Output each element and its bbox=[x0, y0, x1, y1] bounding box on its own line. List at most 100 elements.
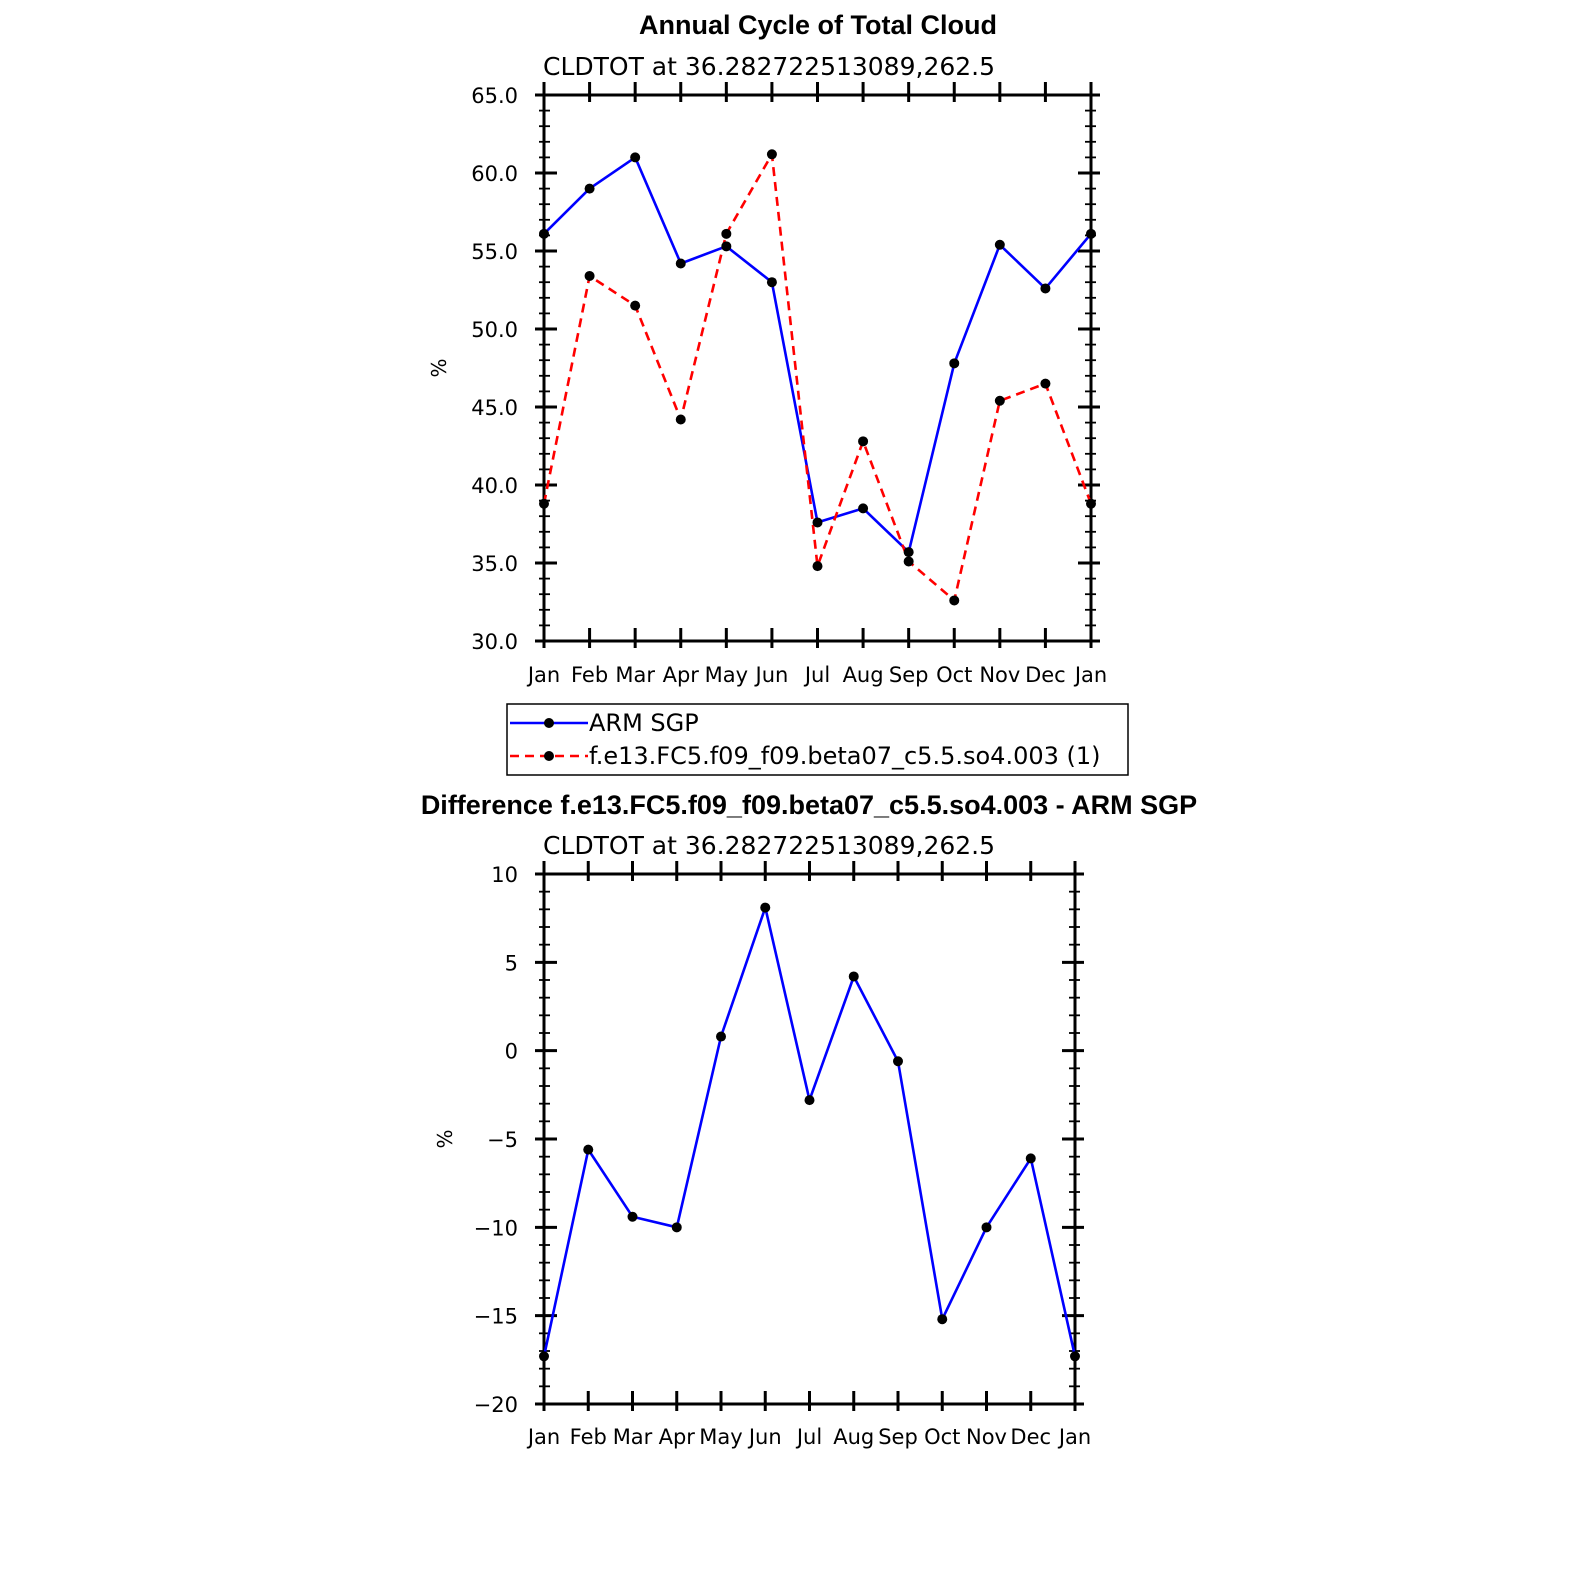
x-tick-labels: Jan Feb Mar Apr May Jun Jul Aug Sep Oct Nov Dec Jan bbox=[526, 663, 1107, 687]
x-tick-label: Mar bbox=[615, 663, 655, 687]
x-tick-label: Nov bbox=[966, 1425, 1007, 1449]
data-point bbox=[812, 561, 823, 572]
x-tick-label: Nov bbox=[979, 663, 1020, 687]
data-point bbox=[1086, 498, 1096, 509]
chart-title: Difference f.e13.FC5.f09_f09.beta07_c5.5… bbox=[421, 790, 1197, 820]
data-point bbox=[949, 358, 960, 369]
data-point bbox=[630, 152, 641, 163]
data-point bbox=[858, 503, 869, 514]
y-tick-label: 65.0 bbox=[471, 84, 518, 108]
y-tick-label: 40.0 bbox=[471, 474, 518, 498]
x-tick-label: Dec bbox=[1010, 1425, 1051, 1449]
x-tick-label: Mar bbox=[613, 1425, 653, 1449]
x-tick-label: Sep bbox=[889, 663, 929, 687]
series-line-0 bbox=[543, 156, 1092, 554]
y-tick-label: −10 bbox=[474, 1216, 518, 1240]
x-tick-label: Feb bbox=[571, 663, 608, 687]
data-point bbox=[858, 436, 869, 447]
legend-marker-arm-sgp bbox=[544, 718, 554, 728]
data-point bbox=[760, 902, 771, 913]
data-point bbox=[766, 149, 777, 160]
y-tick-label: −20 bbox=[474, 1393, 518, 1417]
y-axis-label: % bbox=[433, 1129, 457, 1148]
data-point bbox=[721, 228, 732, 239]
x-tick-label: Sep bbox=[878, 1425, 918, 1449]
data-point bbox=[583, 1144, 594, 1155]
data-point bbox=[994, 395, 1005, 406]
x-tick-label: May bbox=[699, 1425, 742, 1449]
x-tick-label: Jan bbox=[1057, 1425, 1091, 1449]
data-point bbox=[937, 1314, 948, 1325]
x-tick-label: Apr bbox=[663, 663, 700, 687]
chart-subtitle: CLDTOT at 36.282722513089,262.5 bbox=[543, 52, 995, 81]
series-line-0 bbox=[542, 906, 1077, 1357]
chart-title: Annual Cycle of Total Cloud bbox=[639, 10, 997, 40]
data-point bbox=[893, 1056, 903, 1067]
data-point bbox=[630, 300, 641, 311]
x-tick-label: Feb bbox=[570, 1425, 607, 1449]
annual-cycle-chart: Annual Cycle of Total Cloud CLDTOT at 36… bbox=[427, 10, 1129, 776]
difference-chart: Difference f.e13.FC5.f09_f09.beta07_c5.5… bbox=[421, 790, 1197, 1449]
x-tick-label: Aug bbox=[833, 1425, 874, 1449]
data-point bbox=[949, 595, 960, 606]
x-tick-label: Jul bbox=[795, 1425, 822, 1449]
x-tick-label: Jul bbox=[803, 663, 830, 687]
legend-item-arm-sgp: ARM SGP bbox=[510, 709, 699, 737]
data-point bbox=[584, 270, 595, 281]
x-tick-label: Jan bbox=[526, 663, 560, 687]
data-point bbox=[584, 183, 595, 194]
y-tick-label: 5 bbox=[505, 951, 518, 975]
series-group bbox=[539, 902, 1080, 1362]
data-point bbox=[903, 556, 914, 567]
y-tick-label: −15 bbox=[474, 1305, 518, 1329]
series-group bbox=[539, 149, 1096, 606]
x-tick-label: Jun bbox=[747, 1425, 782, 1449]
data-point bbox=[627, 1211, 638, 1222]
legend-label-model: f.e13.FC5.f09_f09.beta07_c5.5.so4.003 (1… bbox=[589, 742, 1101, 770]
x-tick-label: Oct bbox=[924, 1425, 960, 1449]
x-tick-labels: Jan Feb Mar Apr May Jun Jul Aug Sep Oct Nov Dec Jan bbox=[526, 1425, 1091, 1449]
y-tick-label: 10 bbox=[491, 863, 518, 887]
data-point bbox=[716, 1031, 726, 1042]
data-point bbox=[1070, 1351, 1080, 1362]
data-point bbox=[671, 1222, 682, 1233]
plot-frame bbox=[542, 93, 1093, 643]
legend-label-arm-sgp: ARM SGP bbox=[589, 709, 699, 737]
legend-item-model: f.e13.FC5.f09_f09.beta07_c5.5.so4.003 (1… bbox=[510, 742, 1101, 770]
x-tick-label: Aug bbox=[843, 663, 884, 687]
y-tick-labels: 30.0 35.0 40.0 45.0 50.0 55.0 60.0 65.0 bbox=[471, 84, 518, 654]
y-tick-label: 60.0 bbox=[471, 162, 518, 186]
legend-marker-model bbox=[544, 751, 554, 761]
y-tick-label: 35.0 bbox=[471, 552, 518, 576]
y-tick-label: 55.0 bbox=[471, 240, 518, 264]
data-point bbox=[1025, 1153, 1036, 1164]
data-point bbox=[1040, 378, 1051, 389]
legend-box bbox=[506, 703, 1129, 776]
y-tick-labels: −20 −15 −10 −5 0 5 10 bbox=[474, 863, 518, 1417]
data-point bbox=[675, 414, 686, 425]
data-point bbox=[804, 1095, 815, 1106]
data-point bbox=[539, 498, 549, 509]
data-point bbox=[675, 258, 686, 269]
y-tick-label: 30.0 bbox=[471, 630, 518, 654]
y-axis-label: % bbox=[427, 358, 451, 377]
data-point bbox=[539, 228, 549, 239]
x-tick-label: Jan bbox=[526, 1425, 560, 1449]
y-tick-label: −5 bbox=[487, 1128, 518, 1152]
data-point bbox=[981, 1222, 992, 1233]
tick-marks bbox=[535, 861, 1084, 1411]
plot-frame bbox=[542, 872, 1077, 1406]
x-tick-label: Apr bbox=[659, 1425, 696, 1449]
data-point bbox=[721, 241, 732, 252]
data-point bbox=[1040, 283, 1051, 294]
y-tick-label: 0 bbox=[505, 1040, 518, 1064]
x-tick-label: Oct bbox=[936, 663, 972, 687]
data-point bbox=[903, 547, 914, 558]
x-tick-label: Dec bbox=[1025, 663, 1066, 687]
chart-subtitle: CLDTOT at 36.282722513089,262.5 bbox=[543, 831, 995, 860]
data-point bbox=[848, 971, 859, 982]
data-point bbox=[766, 277, 777, 288]
y-tick-label: 50.0 bbox=[471, 318, 518, 342]
data-point bbox=[539, 1351, 549, 1362]
